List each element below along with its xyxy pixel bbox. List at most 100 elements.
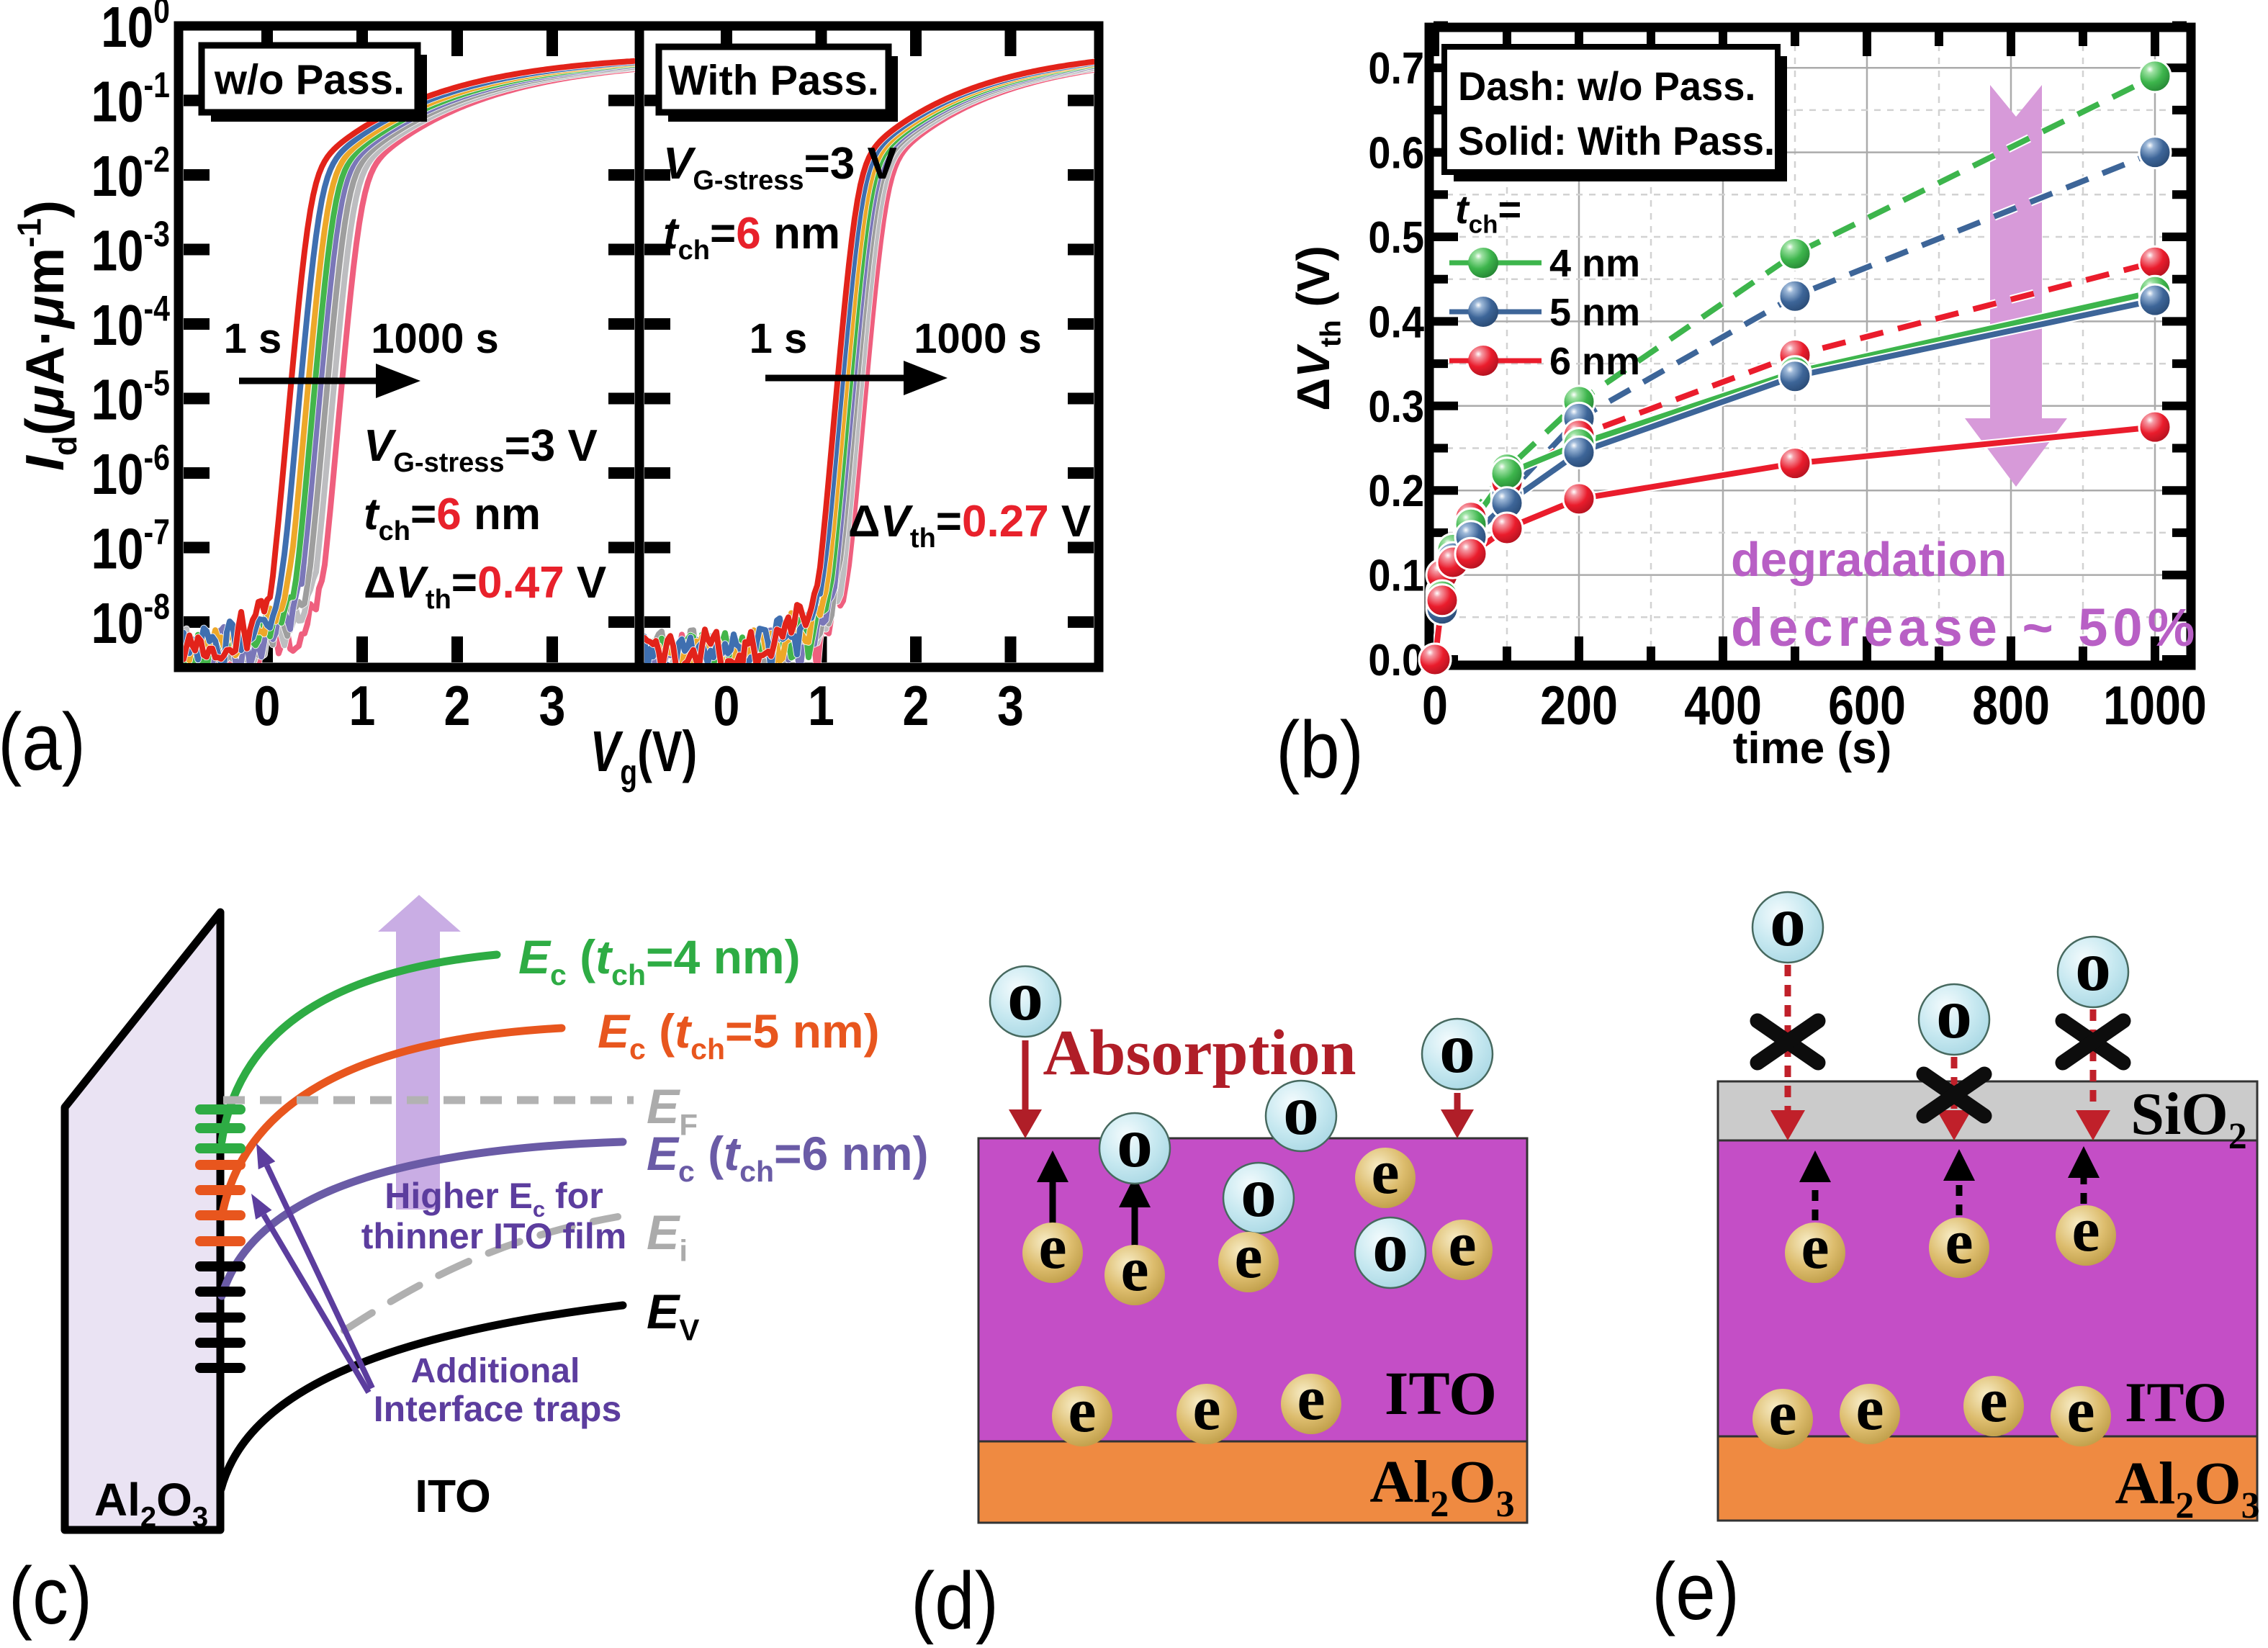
svg-text:e: e bbox=[1120, 1235, 1148, 1305]
svg-text:o: o bbox=[1439, 1008, 1475, 1088]
svg-text:0: 0 bbox=[254, 675, 281, 737]
svg-text:10-4: 10-4 bbox=[91, 289, 171, 358]
svg-text:2: 2 bbox=[444, 675, 471, 737]
svg-text:(e): (e) bbox=[1652, 1547, 1740, 1637]
svg-text:1: 1 bbox=[349, 675, 376, 737]
svg-text:e: e bbox=[2066, 1376, 2094, 1446]
svg-text:3: 3 bbox=[539, 675, 566, 737]
svg-text:0.3: 0.3 bbox=[1368, 382, 1424, 431]
svg-text:Ec (tch=6 nm): Ec (tch=6 nm) bbox=[647, 1127, 929, 1188]
svg-text:0.4: 0.4 bbox=[1368, 298, 1424, 347]
svg-text:Ec (tch=4 nm): Ec (tch=4 nm) bbox=[518, 930, 801, 991]
svg-text:Vg(V): Vg(V) bbox=[590, 720, 698, 793]
svg-text:With Pass.: With Pass. bbox=[668, 57, 879, 104]
svg-text:10-8: 10-8 bbox=[91, 587, 170, 656]
svg-text:o: o bbox=[1372, 1207, 1408, 1287]
svg-text:e: e bbox=[1801, 1212, 1829, 1282]
svg-text:Al2O3: Al2O3 bbox=[94, 1474, 208, 1533]
svg-text:e: e bbox=[1234, 1222, 1262, 1292]
svg-text:ITO: ITO bbox=[1385, 1359, 1497, 1428]
svg-text:1: 1 bbox=[808, 675, 834, 737]
svg-text:10-7: 10-7 bbox=[91, 512, 170, 581]
svg-text:Higher Ec for: Higher Ec for bbox=[384, 1176, 603, 1222]
svg-text:200: 200 bbox=[1540, 675, 1618, 736]
svg-text:ΔVth (V): ΔVth (V) bbox=[1287, 246, 1346, 411]
svg-text:o: o bbox=[1770, 881, 1806, 961]
svg-text:Al2O3: Al2O3 bbox=[2115, 1450, 2259, 1526]
svg-text:e: e bbox=[1855, 1374, 1884, 1444]
svg-text:o: o bbox=[1241, 1152, 1277, 1232]
svg-text:o: o bbox=[1936, 973, 1972, 1053]
svg-text:Ec (tch=5 nm): Ec (tch=5 nm) bbox=[598, 1004, 880, 1066]
svg-text:tch=: tch= bbox=[1455, 186, 1521, 238]
svg-text:Dash: w/o Pass.: Dash: w/o Pass. bbox=[1458, 63, 1756, 109]
svg-text:e: e bbox=[1297, 1364, 1325, 1433]
svg-text:ITO: ITO bbox=[2125, 1371, 2227, 1433]
svg-text:0.1: 0.1 bbox=[1368, 551, 1424, 600]
svg-text:Absorption: Absorption bbox=[1043, 1017, 1356, 1089]
svg-text:VG-stress=3 V: VG-stress=3 V bbox=[663, 139, 897, 196]
svg-text:(c): (c) bbox=[9, 1552, 92, 1642]
svg-text:ΔVth=0.27 V: ΔVth=0.27 V bbox=[848, 497, 1091, 554]
svg-text:0.0: 0.0 bbox=[1368, 636, 1424, 685]
svg-text:3: 3 bbox=[997, 675, 1024, 737]
svg-text:400: 400 bbox=[1684, 675, 1762, 736]
svg-text:e: e bbox=[2071, 1195, 2100, 1265]
svg-text:Interface traps: Interface traps bbox=[374, 1389, 622, 1429]
svg-text:Ei: Ei bbox=[647, 1205, 688, 1267]
svg-text:800: 800 bbox=[1972, 675, 2050, 736]
svg-text:o: o bbox=[2075, 926, 2111, 1006]
svg-text:e: e bbox=[1979, 1366, 2007, 1436]
svg-text:time (s): time (s) bbox=[1733, 724, 1891, 773]
svg-text:decrease ~ 50%: decrease ~ 50% bbox=[1731, 598, 2200, 657]
svg-text:e: e bbox=[1448, 1210, 1476, 1279]
svg-text:10-3: 10-3 bbox=[91, 214, 170, 283]
svg-text:o: o bbox=[1283, 1070, 1319, 1150]
svg-text:0.7: 0.7 bbox=[1368, 45, 1424, 94]
svg-text:(b): (b) bbox=[1276, 706, 1364, 796]
svg-text:e: e bbox=[1068, 1376, 1096, 1446]
svg-text:0.5: 0.5 bbox=[1368, 213, 1424, 262]
svg-text:EV: EV bbox=[647, 1284, 699, 1346]
svg-text:1000 s: 1000 s bbox=[914, 315, 1041, 362]
svg-text:10-1: 10-1 bbox=[91, 65, 170, 134]
svg-text:ΔVth=0.47 V: ΔVth=0.47 V bbox=[364, 558, 606, 615]
svg-text:Id(μA·μm-1): Id(μA·μm-1) bbox=[11, 200, 84, 471]
svg-text:0: 0 bbox=[714, 675, 740, 737]
svg-text:tch=6 nm: tch=6 nm bbox=[663, 209, 840, 266]
svg-text:e: e bbox=[1768, 1379, 1796, 1449]
svg-text:e: e bbox=[1192, 1374, 1220, 1444]
svg-text:thinner ITO film: thinner ITO film bbox=[361, 1216, 627, 1256]
svg-text:ITO: ITO bbox=[415, 1470, 491, 1522]
svg-text:EF: EF bbox=[647, 1079, 698, 1141]
svg-text:1 s: 1 s bbox=[224, 315, 282, 362]
svg-text:10-2: 10-2 bbox=[91, 140, 170, 209]
svg-text:e: e bbox=[1038, 1212, 1066, 1282]
svg-text:4 nm: 4 nm bbox=[1549, 242, 1640, 285]
svg-text:1 s: 1 s bbox=[750, 315, 808, 362]
svg-text:w/o Pass.: w/o Pass. bbox=[214, 56, 405, 103]
svg-text:SiO2: SiO2 bbox=[2130, 1081, 2246, 1157]
svg-text:degradation: degradation bbox=[1731, 533, 2007, 587]
svg-text:Additional: Additional bbox=[411, 1352, 580, 1390]
svg-text:10-5: 10-5 bbox=[91, 363, 170, 432]
svg-text:o: o bbox=[1007, 955, 1043, 1035]
svg-text:600: 600 bbox=[1828, 675, 1906, 736]
svg-text:tch=6 nm: tch=6 nm bbox=[364, 490, 541, 546]
svg-text:(d): (d) bbox=[911, 1557, 999, 1644]
svg-text:1000 s: 1000 s bbox=[371, 315, 498, 362]
svg-text:Solid: With Pass.: Solid: With Pass. bbox=[1458, 118, 1775, 163]
svg-text:0.6: 0.6 bbox=[1368, 129, 1424, 178]
svg-text:e: e bbox=[1371, 1138, 1399, 1207]
svg-text:(a): (a) bbox=[0, 698, 86, 788]
svg-text:0.2: 0.2 bbox=[1368, 467, 1424, 516]
svg-text:5 nm: 5 nm bbox=[1549, 291, 1640, 334]
svg-text:10-6: 10-6 bbox=[91, 438, 170, 507]
svg-text:o: o bbox=[1117, 1102, 1153, 1182]
svg-text:2: 2 bbox=[903, 675, 930, 737]
svg-text:100: 100 bbox=[101, 0, 170, 59]
svg-text:VG-stress=3 V: VG-stress=3 V bbox=[364, 421, 598, 478]
svg-text:1000: 1000 bbox=[2103, 675, 2207, 736]
svg-text:6 nm: 6 nm bbox=[1549, 340, 1640, 383]
svg-text:Al2O3: Al2O3 bbox=[1369, 1449, 1514, 1525]
